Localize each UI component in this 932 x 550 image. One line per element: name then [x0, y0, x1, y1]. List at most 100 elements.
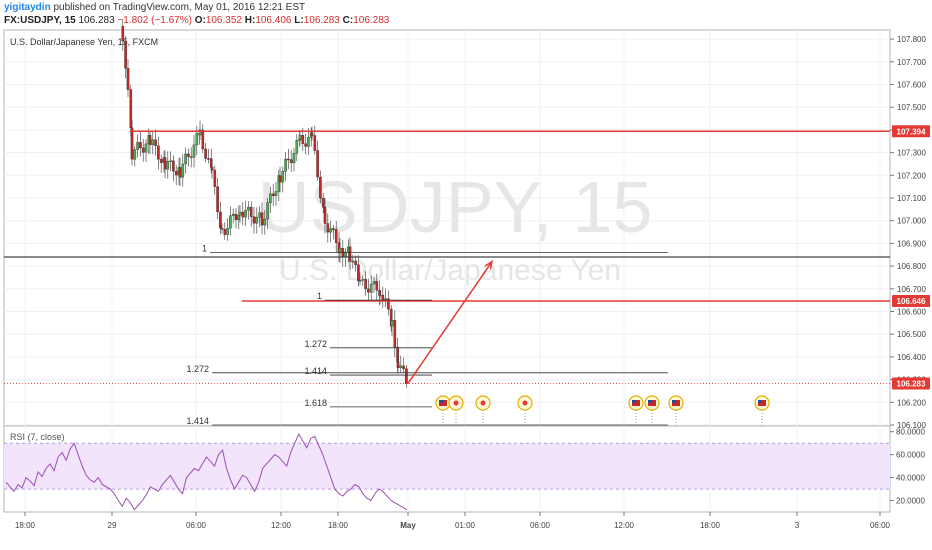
candle-body	[207, 158, 210, 160]
chart-title: U.S. Dollar/Japanese Yen, 15, FXCM	[10, 37, 158, 47]
candle-body	[301, 135, 305, 144]
candle-body	[126, 68, 130, 90]
candle-body	[326, 223, 330, 233]
ohlc-readout: FX:USDJPY, 15 106.283 −1.802 (−1.67%) O:…	[4, 15, 390, 26]
candle-body	[169, 160, 172, 162]
candle-body	[220, 227, 224, 230]
candle-body	[255, 216, 259, 224]
published-text: published on TradingView.com, May 01, 20…	[53, 2, 306, 13]
candle-body	[354, 260, 357, 265]
x-tick-label: 01:00	[455, 521, 476, 530]
candle-body	[148, 135, 152, 145]
candle-body	[223, 229, 227, 235]
candle-body	[381, 294, 385, 300]
candle-body	[281, 170, 285, 183]
candle-body	[241, 211, 245, 218]
rsi-panel[interactable]: RSI (7, close) 80.0000 60.0000 40.0000 20.00…	[4, 428, 925, 511]
price-axis[interactable]: 107.800107.700107.600107.500107.400107.3…	[890, 35, 926, 430]
candle-body	[289, 159, 293, 164]
candle-body	[189, 156, 193, 158]
fib-levels[interactable]: 1 1 1.272 1.272 1.414 1.618 1.414	[186, 243, 668, 426]
us-flag-canton	[758, 400, 762, 403]
candle-body	[260, 212, 264, 226]
candle-body	[378, 294, 382, 297]
fib-label: 1.618	[304, 398, 327, 408]
candle-body	[396, 361, 400, 368]
candle-body	[163, 157, 167, 170]
y-tick-label: 107.500	[897, 103, 926, 112]
event-dot-icon	[453, 400, 459, 406]
event-markers[interactable]	[435, 395, 770, 426]
rsi-title: RSI (7, close)	[10, 432, 65, 442]
candle-body	[166, 161, 170, 170]
y-tick-label: 107.300	[897, 149, 926, 158]
rsi-line	[5, 432, 408, 511]
candle-body	[244, 209, 247, 218]
candle-body	[402, 365, 405, 369]
fib-label: 1.272	[304, 339, 327, 349]
horizontal-lines[interactable]	[4, 130, 890, 384]
close-value: 106.283	[353, 15, 390, 26]
price-change: −1.802 (−1.67%)	[117, 15, 192, 26]
candle-body	[405, 368, 408, 385]
price-tag-label: 106.283	[897, 379, 926, 388]
x-tick-label: 29	[108, 521, 117, 530]
y-tick-label: 107.600	[897, 81, 926, 90]
candle-body	[274, 191, 278, 197]
author-link[interactable]: yigitaydin	[4, 2, 51, 13]
x-tick-label: 12:00	[271, 521, 292, 530]
y-tick-label: 107.800	[897, 35, 926, 44]
candle-body	[121, 26, 125, 42]
candle-body	[192, 144, 196, 158]
fib-label: 1	[317, 291, 322, 301]
candle-body	[226, 228, 229, 235]
publish-info: yigitaydin published on TradingView.com,…	[4, 2, 305, 13]
watermark-symbol: USDJPY, 15	[258, 168, 653, 248]
price-tag	[892, 295, 930, 308]
candle-body	[195, 133, 199, 146]
us-flag-canton	[648, 400, 652, 403]
candle-body	[399, 365, 403, 368]
candle-body	[133, 149, 137, 160]
candle-body	[287, 158, 290, 161]
price-tags: 107.394 106.646 106.283	[892, 125, 930, 390]
y-tick-label: 106.700	[897, 285, 926, 294]
arrow-head	[484, 259, 494, 270]
chart-grid	[3, 29, 891, 513]
y-tick-label: 106.400	[897, 353, 926, 362]
candle-body	[348, 246, 352, 262]
y-tick-label: 107.000	[897, 217, 926, 226]
time-axis[interactable]: 18:00 29 06:00 12:00 18:00 May 01:00 06:00 12:00…	[15, 512, 891, 530]
y-tick-label: 107.700	[897, 58, 926, 67]
candle-body	[157, 145, 160, 160]
candle-body	[271, 193, 275, 197]
fib-label: 1.414	[186, 416, 209, 426]
rsi-tick-label: 20.0000	[896, 497, 925, 506]
event-dot-icon	[480, 400, 486, 406]
candle-body	[247, 206, 250, 211]
candle-body	[269, 193, 272, 203]
candle-body	[313, 135, 317, 151]
candle-body	[292, 153, 296, 164]
candle-body	[136, 142, 139, 150]
rsi-tick-label: 40.0000	[896, 474, 925, 483]
chart-header: yigitaydin published on TradingView.com,…	[0, 0, 932, 30]
candle-body	[367, 288, 370, 293]
candle-body	[141, 147, 145, 153]
event-dot-icon	[522, 400, 528, 406]
y-tick-label: 106.800	[897, 262, 926, 271]
y-tick-label: 106.100	[897, 421, 926, 430]
candle-body	[284, 158, 287, 172]
y-tick-label: 106.200	[897, 398, 926, 407]
candle-body	[159, 159, 163, 163]
y-tick-label: 107.100	[897, 194, 926, 203]
candle-body	[219, 211, 222, 229]
candle-body	[172, 160, 175, 172]
projection-arrow[interactable]	[407, 259, 494, 384]
candle-body	[258, 212, 261, 218]
candle-body	[151, 139, 155, 145]
candle-body	[198, 129, 202, 136]
candle-body	[216, 186, 219, 213]
us-flag-canton	[672, 400, 676, 403]
